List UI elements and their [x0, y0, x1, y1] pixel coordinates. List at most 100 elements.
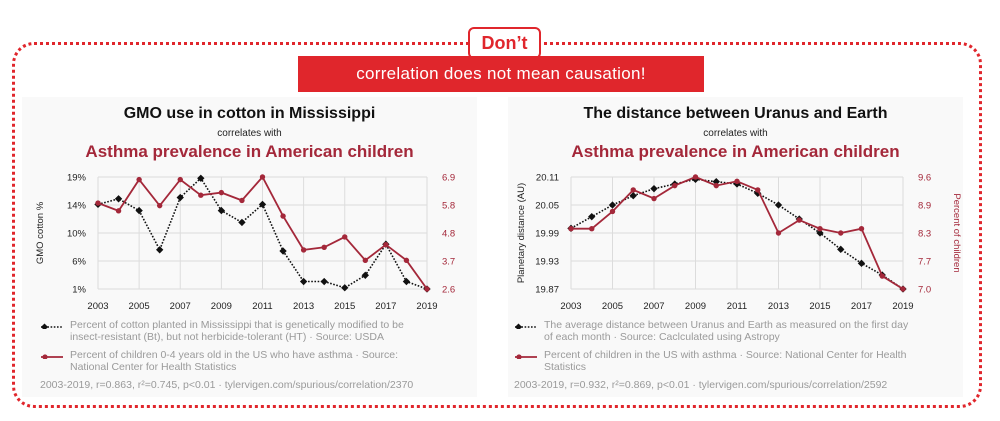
data-point-black: [156, 246, 164, 254]
chart-gmo-asthma: 19% 6.9 14% 5.8 10% 4.8 6% 3.7 1% 2.6 2003 2005 2007…: [35, 173, 455, 313]
xtick-label: 2013: [768, 301, 789, 312]
xtick-label: 2015: [809, 301, 830, 312]
ytick-right-label: 7.7: [918, 257, 931, 268]
y-axis-label-right: Percent of children: [951, 193, 962, 272]
chart-subtitle: correlates with: [703, 128, 768, 139]
data-point-red: [734, 178, 740, 185]
xtick-label: 2015: [334, 301, 355, 312]
xtick-label: 2003: [87, 301, 108, 312]
data-point-red: [858, 225, 865, 232]
chart-footer: 2003-2019, r=0.932, r²=0.869, p<0.01 · t…: [514, 379, 888, 391]
data-point-red: [713, 182, 719, 189]
data-point-black: [238, 218, 246, 227]
data-point-red: [156, 202, 163, 209]
data-point-black: [402, 277, 411, 286]
chart-subtitle: correlates with: [217, 128, 282, 139]
chart-title: GMO use in cotton in Mississippi: [123, 105, 376, 122]
data-point-red: [672, 182, 678, 189]
data-point-red: [321, 244, 327, 251]
legend-swatch-red: [515, 354, 537, 359]
data-point-black: [217, 206, 226, 215]
ytick-left-label: 19%: [67, 173, 87, 184]
xtick-label: 2017: [375, 301, 396, 312]
chart-title: The distance between Uranus and Earth: [583, 105, 888, 122]
ytick-right-label: 2.6: [442, 285, 455, 296]
ytick-left-label: 19.99: [535, 229, 559, 240]
ytick-right-label: 9.6: [918, 173, 931, 184]
legend-text-red: Percent of children in the US with asthm…: [544, 349, 907, 373]
data-point-red: [383, 242, 389, 248]
banner-main-label: correlation does not mean causation!: [298, 56, 704, 92]
data-point-black: [258, 200, 267, 209]
data-point-red: [900, 286, 906, 292]
data-point-red: [403, 257, 410, 264]
data-point-red: [95, 200, 101, 206]
xtick-label: 2011: [252, 301, 272, 312]
data-point-red: [775, 230, 782, 236]
chart-title-secondary: Asthma prevalence in American children: [571, 142, 900, 161]
data-point-black: [299, 277, 308, 286]
data-point-red: [115, 208, 122, 214]
ytick-left-label: 19.93: [535, 257, 559, 268]
legend-text-black: The average distance between Uranus and …: [544, 319, 909, 343]
ytick-left-label: 1%: [72, 285, 86, 296]
data-point-black: [774, 201, 783, 209]
xtick-label: 2017: [851, 301, 872, 312]
data-point-red: [630, 187, 636, 193]
ytick-right-label: 3.7: [442, 257, 455, 268]
xtick-label: 2013: [293, 301, 314, 312]
ytick-left-label: 19.87: [535, 285, 559, 296]
xtick-label: 2005: [129, 301, 150, 312]
legend-item-black: Percent of cotton planted in Mississippi…: [40, 319, 430, 343]
xtick-label: 2011: [727, 301, 747, 312]
data-point-red: [692, 174, 699, 180]
legend-swatch-black: [40, 323, 63, 329]
data-point-black: [650, 184, 658, 193]
data-point-red: [879, 273, 885, 279]
ytick-left-label: 6%: [72, 257, 86, 268]
xtick-label: 2009: [211, 301, 232, 312]
xtick-label: 2019: [892, 301, 913, 312]
ytick-right-label: 8.9: [918, 201, 931, 212]
data-point-black: [361, 271, 369, 279]
ytick-left-label: 20.05: [535, 201, 559, 212]
ytick-right-label: 4.8: [442, 229, 455, 240]
data-point-red: [280, 213, 286, 219]
legend-item-black: The average distance between Uranus and …: [514, 319, 914, 343]
ytick-left-label: 14%: [67, 201, 87, 212]
ytick-right-label: 7.0: [918, 285, 931, 296]
data-point-red: [218, 189, 225, 196]
data-point-red: [651, 195, 657, 202]
legend-swatch-black: [514, 323, 537, 329]
data-point-black: [279, 247, 287, 255]
data-point-red: [609, 208, 616, 215]
xtick-label: 2003: [560, 301, 581, 312]
data-point-black: [341, 284, 349, 292]
data-point-red: [259, 174, 266, 180]
banner-dont-label: Don’t: [468, 27, 541, 59]
chart-title-secondary: Asthma prevalence in American children: [85, 142, 414, 161]
legend-item-red: Percent of children in the US with asthm…: [514, 349, 914, 373]
legend-swatch-red: [41, 354, 63, 359]
chart-panel-gmo: GMO use in cotton in Mississippi correla…: [22, 97, 477, 397]
y-axis-label-left: Planetary distance (AU): [516, 183, 527, 283]
xtick-label: 2007: [170, 301, 191, 312]
chart-legend: Percent of cotton planted in Mississippi…: [40, 319, 430, 391]
legend-item-red: Percent of children 0-4 years old in the…: [40, 349, 430, 373]
data-point-red: [568, 225, 574, 232]
data-point-black: [135, 206, 143, 215]
ytick-left-label: 10%: [67, 229, 87, 240]
data-point-red: [198, 192, 204, 198]
data-point-black: [176, 193, 184, 202]
xtick-label: 2009: [685, 301, 706, 312]
xtick-label: 2019: [416, 301, 437, 312]
data-point-red: [177, 176, 183, 183]
xtick-label: 2007: [643, 301, 664, 312]
data-point-red: [838, 230, 844, 236]
chart-panel-uranus: The distance between Uranus and Earth co…: [508, 97, 963, 397]
data-point-red: [136, 176, 142, 183]
xtick-label: 2005: [602, 301, 623, 312]
data-point-red: [796, 217, 802, 223]
legend-text-red: Percent of children 0-4 years old in the…: [70, 349, 399, 373]
ytick-right-label: 8.3: [918, 229, 931, 240]
